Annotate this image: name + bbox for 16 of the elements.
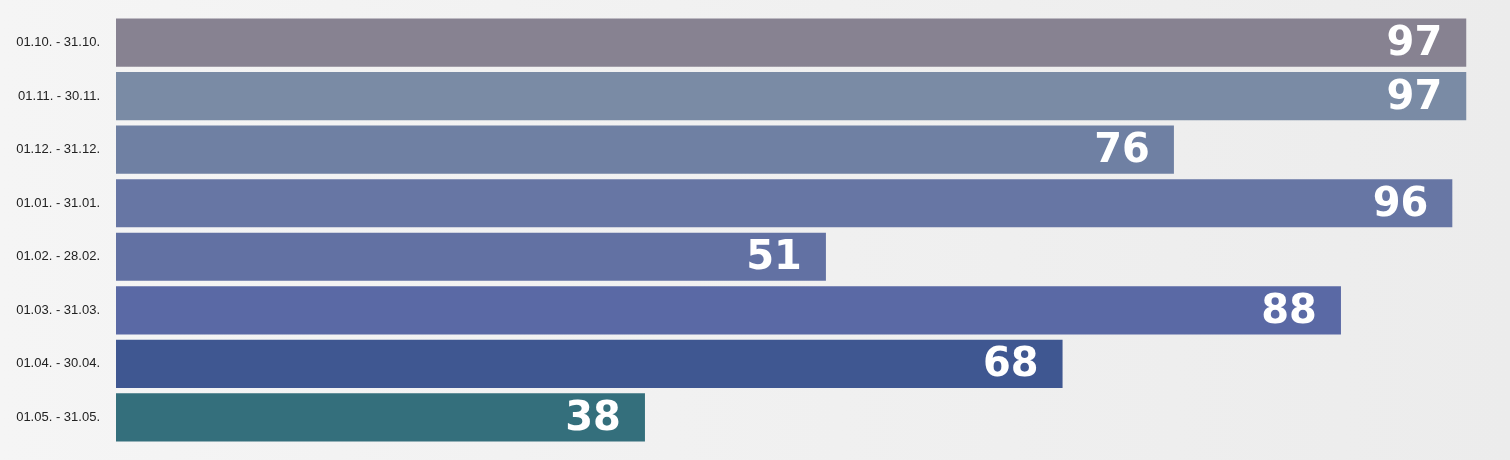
data-label: 96 [1372,178,1429,225]
data-label: 51 [746,232,802,279]
data-label: 38 [565,392,621,439]
data-label: 97 [1386,71,1443,118]
y-tick-label: 01.10. - 31.10. [16,34,100,50]
y-tick-label: 01.05. - 31.05. [16,409,100,424]
y-tick-label: 01.12. - 31.12. [16,141,100,157]
data-label: 97 [1386,17,1443,64]
y-tick-label: 01.11. - 30.11. [18,87,100,103]
y-tick-label: 01.04. - 30.04. [16,355,100,371]
y-tick-label: 01.03. - 31.03. [16,301,100,317]
y-tick-label: 01.01. - 31.01. [16,194,100,210]
data-label: 68 [982,339,1039,386]
y-tick-label: 01.02. - 28.02. [16,248,100,264]
data-label: 76 [1094,125,1150,172]
data-label: 88 [1261,285,1317,332]
